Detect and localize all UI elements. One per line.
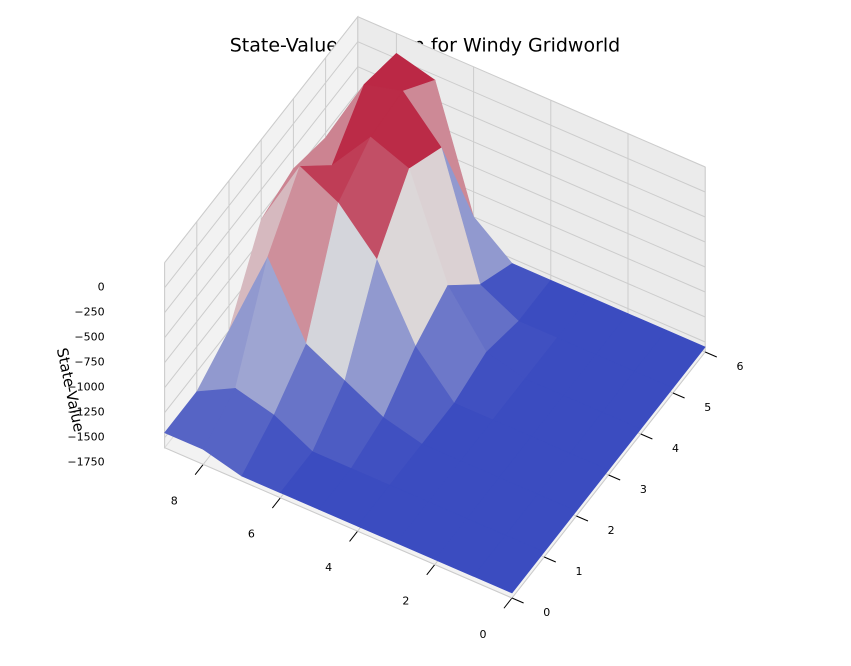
y-tick — [544, 556, 556, 563]
z-tick-label: −500 — [74, 331, 104, 344]
y-tick — [705, 351, 717, 358]
x-tick-label: 0 — [480, 628, 487, 641]
y-tick — [608, 474, 621, 481]
z-tick-label: −1250 — [67, 406, 104, 419]
y-tick-label: 4 — [672, 442, 679, 455]
x-tick — [349, 530, 358, 542]
y-tick — [576, 515, 589, 522]
y-grid-line — [164, 262, 513, 599]
x-tick — [426, 564, 436, 576]
y-tick — [672, 392, 685, 399]
z-tick-label: −750 — [74, 356, 104, 369]
y-tick-label: 2 — [608, 524, 615, 537]
y-tick-label: 1 — [575, 565, 582, 578]
x-tick-label: 8 — [171, 494, 178, 507]
y-tick-label: 0 — [543, 606, 550, 619]
x-tick — [503, 597, 513, 609]
z-tick-label: 0 — [98, 281, 105, 294]
y-tick-label: 6 — [736, 360, 743, 373]
y-tick — [511, 597, 524, 604]
x-tick-label: 6 — [248, 528, 255, 541]
surface-cell — [472, 534, 545, 594]
z-tick-label: −250 — [74, 306, 104, 319]
x-tick — [271, 497, 281, 509]
x-tick-label: 4 — [325, 561, 332, 574]
y-tick-label: 5 — [704, 401, 711, 414]
z-tick-label: −1500 — [67, 431, 104, 444]
z-tick-label: −1750 — [67, 456, 104, 469]
y-tick-label: 3 — [640, 483, 647, 496]
y-tick — [640, 433, 653, 440]
z-tick-label: −1000 — [67, 381, 104, 394]
x-tick — [194, 464, 204, 475]
x-tick-label: 2 — [402, 595, 409, 608]
